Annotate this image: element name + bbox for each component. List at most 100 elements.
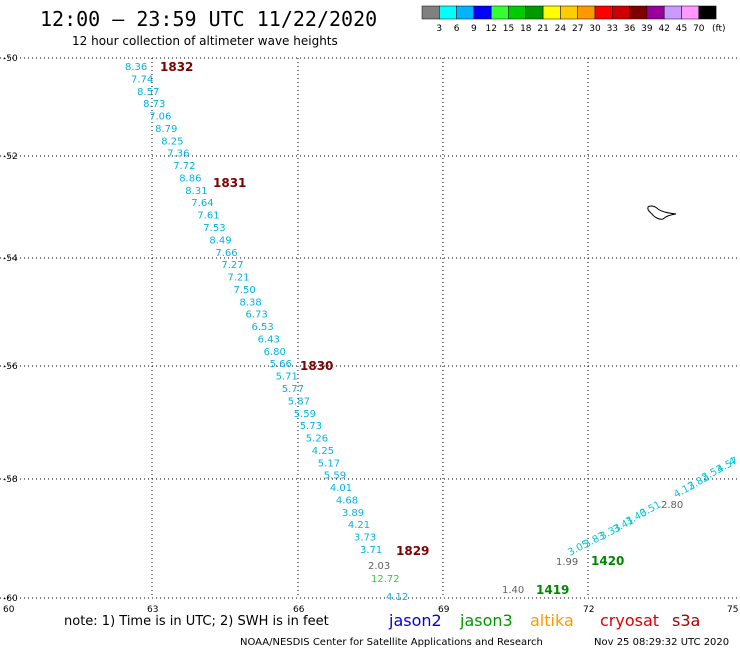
legend-label: 3 — [436, 24, 442, 34]
satellite-name: s3a — [672, 611, 700, 630]
legend-swatch — [456, 5, 475, 20]
wave-value: 8.73 — [143, 99, 165, 110]
legend-label: 33 — [607, 24, 618, 34]
wave-value: 5.59 — [324, 471, 346, 482]
wave-value: 7.53 — [203, 223, 225, 234]
wave-value: 2.80 — [661, 500, 683, 511]
wave-value: 7.72 — [173, 161, 195, 172]
legend-swatch — [577, 5, 596, 20]
footer-timestamp: Nov 25 08:29:32 UTC 2020 — [594, 637, 729, 648]
wave-value: 7.64 — [191, 198, 213, 209]
wave-value: 8.25 — [161, 136, 183, 147]
legend-swatch — [542, 5, 561, 20]
lon-label: 63 — [147, 605, 158, 615]
legend-unit: (ft) — [712, 24, 726, 34]
legend-label: 30 — [589, 24, 601, 34]
wave-value: 6.73 — [246, 310, 268, 321]
lat-labels: -50 -52 -54 -56 -58 -60 — [3, 54, 18, 604]
wave-value: 7.61 — [197, 211, 219, 222]
legend-label: 18 — [520, 24, 532, 34]
wave-value: 6.53 — [252, 322, 274, 333]
wave-value: 4.12 — [386, 592, 408, 603]
legend-label: 36 — [624, 24, 636, 34]
track-jason-a-tail: 2.03 12.72 4.12 — [368, 561, 408, 603]
legend-swatch — [525, 5, 544, 20]
time-label-1829: 1829 — [396, 544, 429, 558]
wave-value: 8.31 — [185, 186, 207, 197]
lon-label: 72 — [583, 605, 594, 615]
wave-value: 7.50 — [234, 285, 256, 296]
lon-label: 60 — [3, 605, 15, 615]
lon-label: 75 — [727, 605, 738, 615]
wave-value: 8.49 — [209, 235, 231, 246]
wave-value: 4.25 — [312, 446, 334, 457]
wave-value: 3.73 — [354, 533, 376, 544]
legend-swatch — [612, 5, 630, 20]
wave-value: 7.74 — [131, 74, 153, 85]
lat-label: -54 — [3, 254, 18, 264]
footer-credit: NOAA/NESDIS Center for Satellite Applica… — [240, 637, 543, 648]
wave-value: 3.71 — [360, 545, 382, 556]
wave-value: 5.17 — [318, 458, 340, 469]
legend-label: 9 — [471, 24, 477, 34]
time-label-1832: 1832 — [160, 60, 193, 74]
wave-value: 7.36 — [167, 149, 189, 160]
wave-value: 8.36 — [125, 62, 147, 73]
wave-value: 8.79 — [155, 124, 177, 135]
wave-value: 5.73 — [300, 421, 322, 432]
legend-label: 6 — [454, 24, 460, 34]
legend-label: 24 — [555, 24, 567, 34]
lat-label: -52 — [3, 152, 18, 162]
legend-label: 15 — [503, 24, 514, 34]
wave-value: 4 — [727, 456, 738, 469]
wave-value: 5.87 — [288, 396, 310, 407]
legend-label: 27 — [572, 24, 583, 34]
wave-value: 6.80 — [264, 347, 286, 358]
wave-value: 3.51 — [638, 499, 663, 519]
legend-swatch — [473, 5, 492, 20]
map-grid — [0, 57, 740, 599]
wave-value: 4.01 — [330, 483, 352, 494]
legend-swatch — [421, 5, 440, 20]
lon-label: 69 — [438, 605, 450, 615]
legend-label: 12 — [485, 24, 496, 34]
satellite-name: cryosat — [600, 611, 659, 630]
wave-value: 5.26 — [306, 434, 328, 445]
wave-value: 7.66 — [215, 248, 237, 259]
wave-value: 12.72 — [371, 574, 400, 585]
map-title: 12:00 – 23:59 UTC 11/22/2020 — [40, 7, 377, 31]
legend-swatch — [560, 5, 578, 20]
lat-label: -56 — [3, 362, 18, 372]
wave-value: 8.57 — [137, 87, 159, 98]
time-label-1420: 1420 — [591, 554, 624, 568]
legend-swatch — [646, 5, 665, 20]
wave-value: 8.86 — [179, 174, 201, 185]
lon-labels: 60 63 66 69 72 75 — [3, 605, 738, 615]
legend-label: 70 — [693, 24, 705, 34]
legend-swatch — [439, 5, 457, 20]
wave-value: 5.59 — [294, 409, 316, 420]
legend-swatch — [508, 5, 527, 20]
wave-value: 7.21 — [227, 273, 249, 284]
lat-label: -60 — [3, 594, 18, 604]
wave-value: 6.43 — [258, 335, 280, 346]
legend-swatch — [681, 5, 700, 20]
map-subtitle: 12 hour collection of altimeter wave hei… — [72, 34, 338, 48]
wave-value: 5.71 — [276, 372, 298, 383]
time-label-1831: 1831 — [213, 176, 246, 190]
color-legend: 3 6 9 12 15 18 21 24 27 30 33 36 39 42 45 70 — [421, 5, 717, 34]
track-jason-a: 8.367.74 8.578.73 7.068.798.25 7.367.72 8.86… — [125, 62, 382, 556]
wave-value: 2.03 — [368, 561, 390, 572]
lat-label: -50 — [3, 54, 18, 64]
legend-label: 45 — [676, 24, 687, 34]
footer-note: note: 1) Time is in UTC; 2) SWH is in fe… — [64, 614, 329, 629]
wave-value: 1.99 — [556, 557, 578, 568]
time-label-1830: 1830 — [300, 359, 333, 373]
legend-swatch — [663, 5, 682, 20]
island-outline — [647, 205, 677, 220]
wave-value: 3.89 — [342, 508, 364, 519]
wave-value: 7.27 — [221, 260, 243, 271]
wave-value: 5.66 — [270, 359, 292, 370]
wave-value: 5.77 — [282, 384, 304, 395]
